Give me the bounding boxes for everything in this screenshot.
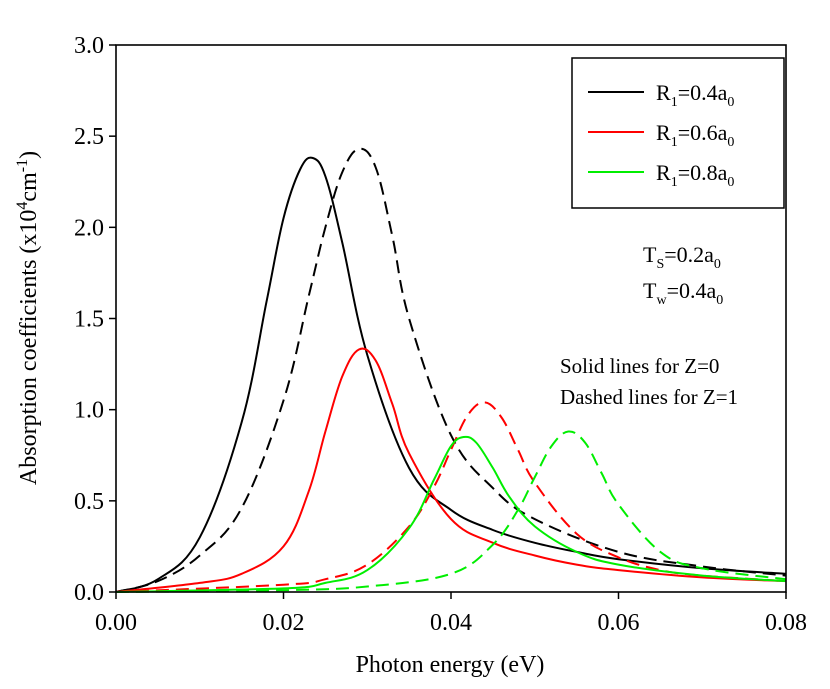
series-line-6-dashed <box>115 430 787 593</box>
y-axis-label: Absorption coefficients (x104cm-1) <box>14 151 42 485</box>
legend-label-r1-04: R1=0.4a0 <box>656 80 734 110</box>
annotation-tw: Tw=0.4a0 <box>643 278 723 308</box>
x-tick-label: 0.04 <box>430 610 472 636</box>
series-line-3-solid <box>115 347 787 593</box>
y-tick-label: 3.0 <box>74 33 104 59</box>
series-layer <box>115 147 787 593</box>
x-tick-label: 0.08 <box>765 610 807 636</box>
legend-label-r1-06: R1=0.6a0 <box>656 120 734 150</box>
y-tick-label: 0.0 <box>74 580 104 606</box>
y-tick-label: 1.5 <box>74 307 104 333</box>
y-tick-label: 1.0 <box>74 398 104 424</box>
legend: R1=0.4a0 R1=0.6a0 R1=0.8a0 <box>571 57 785 209</box>
ticks-layer: 0.00 0.02 0.04 0.06 0.08 0.0 0.5 1.0 1.5 2.0 2.5 3.… <box>74 33 807 636</box>
annotation-dashed-note: Dashed lines for Z=1 <box>560 385 738 409</box>
series-line-2-dashed <box>115 147 787 593</box>
x-tick-label: 0.00 <box>95 610 137 636</box>
legend-label-r1-08: R1=0.8a0 <box>656 160 734 190</box>
y-tick-label: 0.5 <box>74 489 104 515</box>
x-tick-label: 0.06 <box>598 610 640 636</box>
x-axis-label: Photon energy (eV) <box>356 652 545 678</box>
annotation-solid-note: Solid lines for Z=0 <box>560 354 719 378</box>
series-line-4-dashed <box>115 401 787 593</box>
x-tick-label: 0.02 <box>263 610 305 636</box>
annotation-ts: TS=0.2a0 <box>643 242 721 272</box>
series-line-5-solid <box>115 435 787 593</box>
y-tick-label: 2.0 <box>74 215 104 241</box>
y-tick-label: 2.5 <box>74 124 104 150</box>
